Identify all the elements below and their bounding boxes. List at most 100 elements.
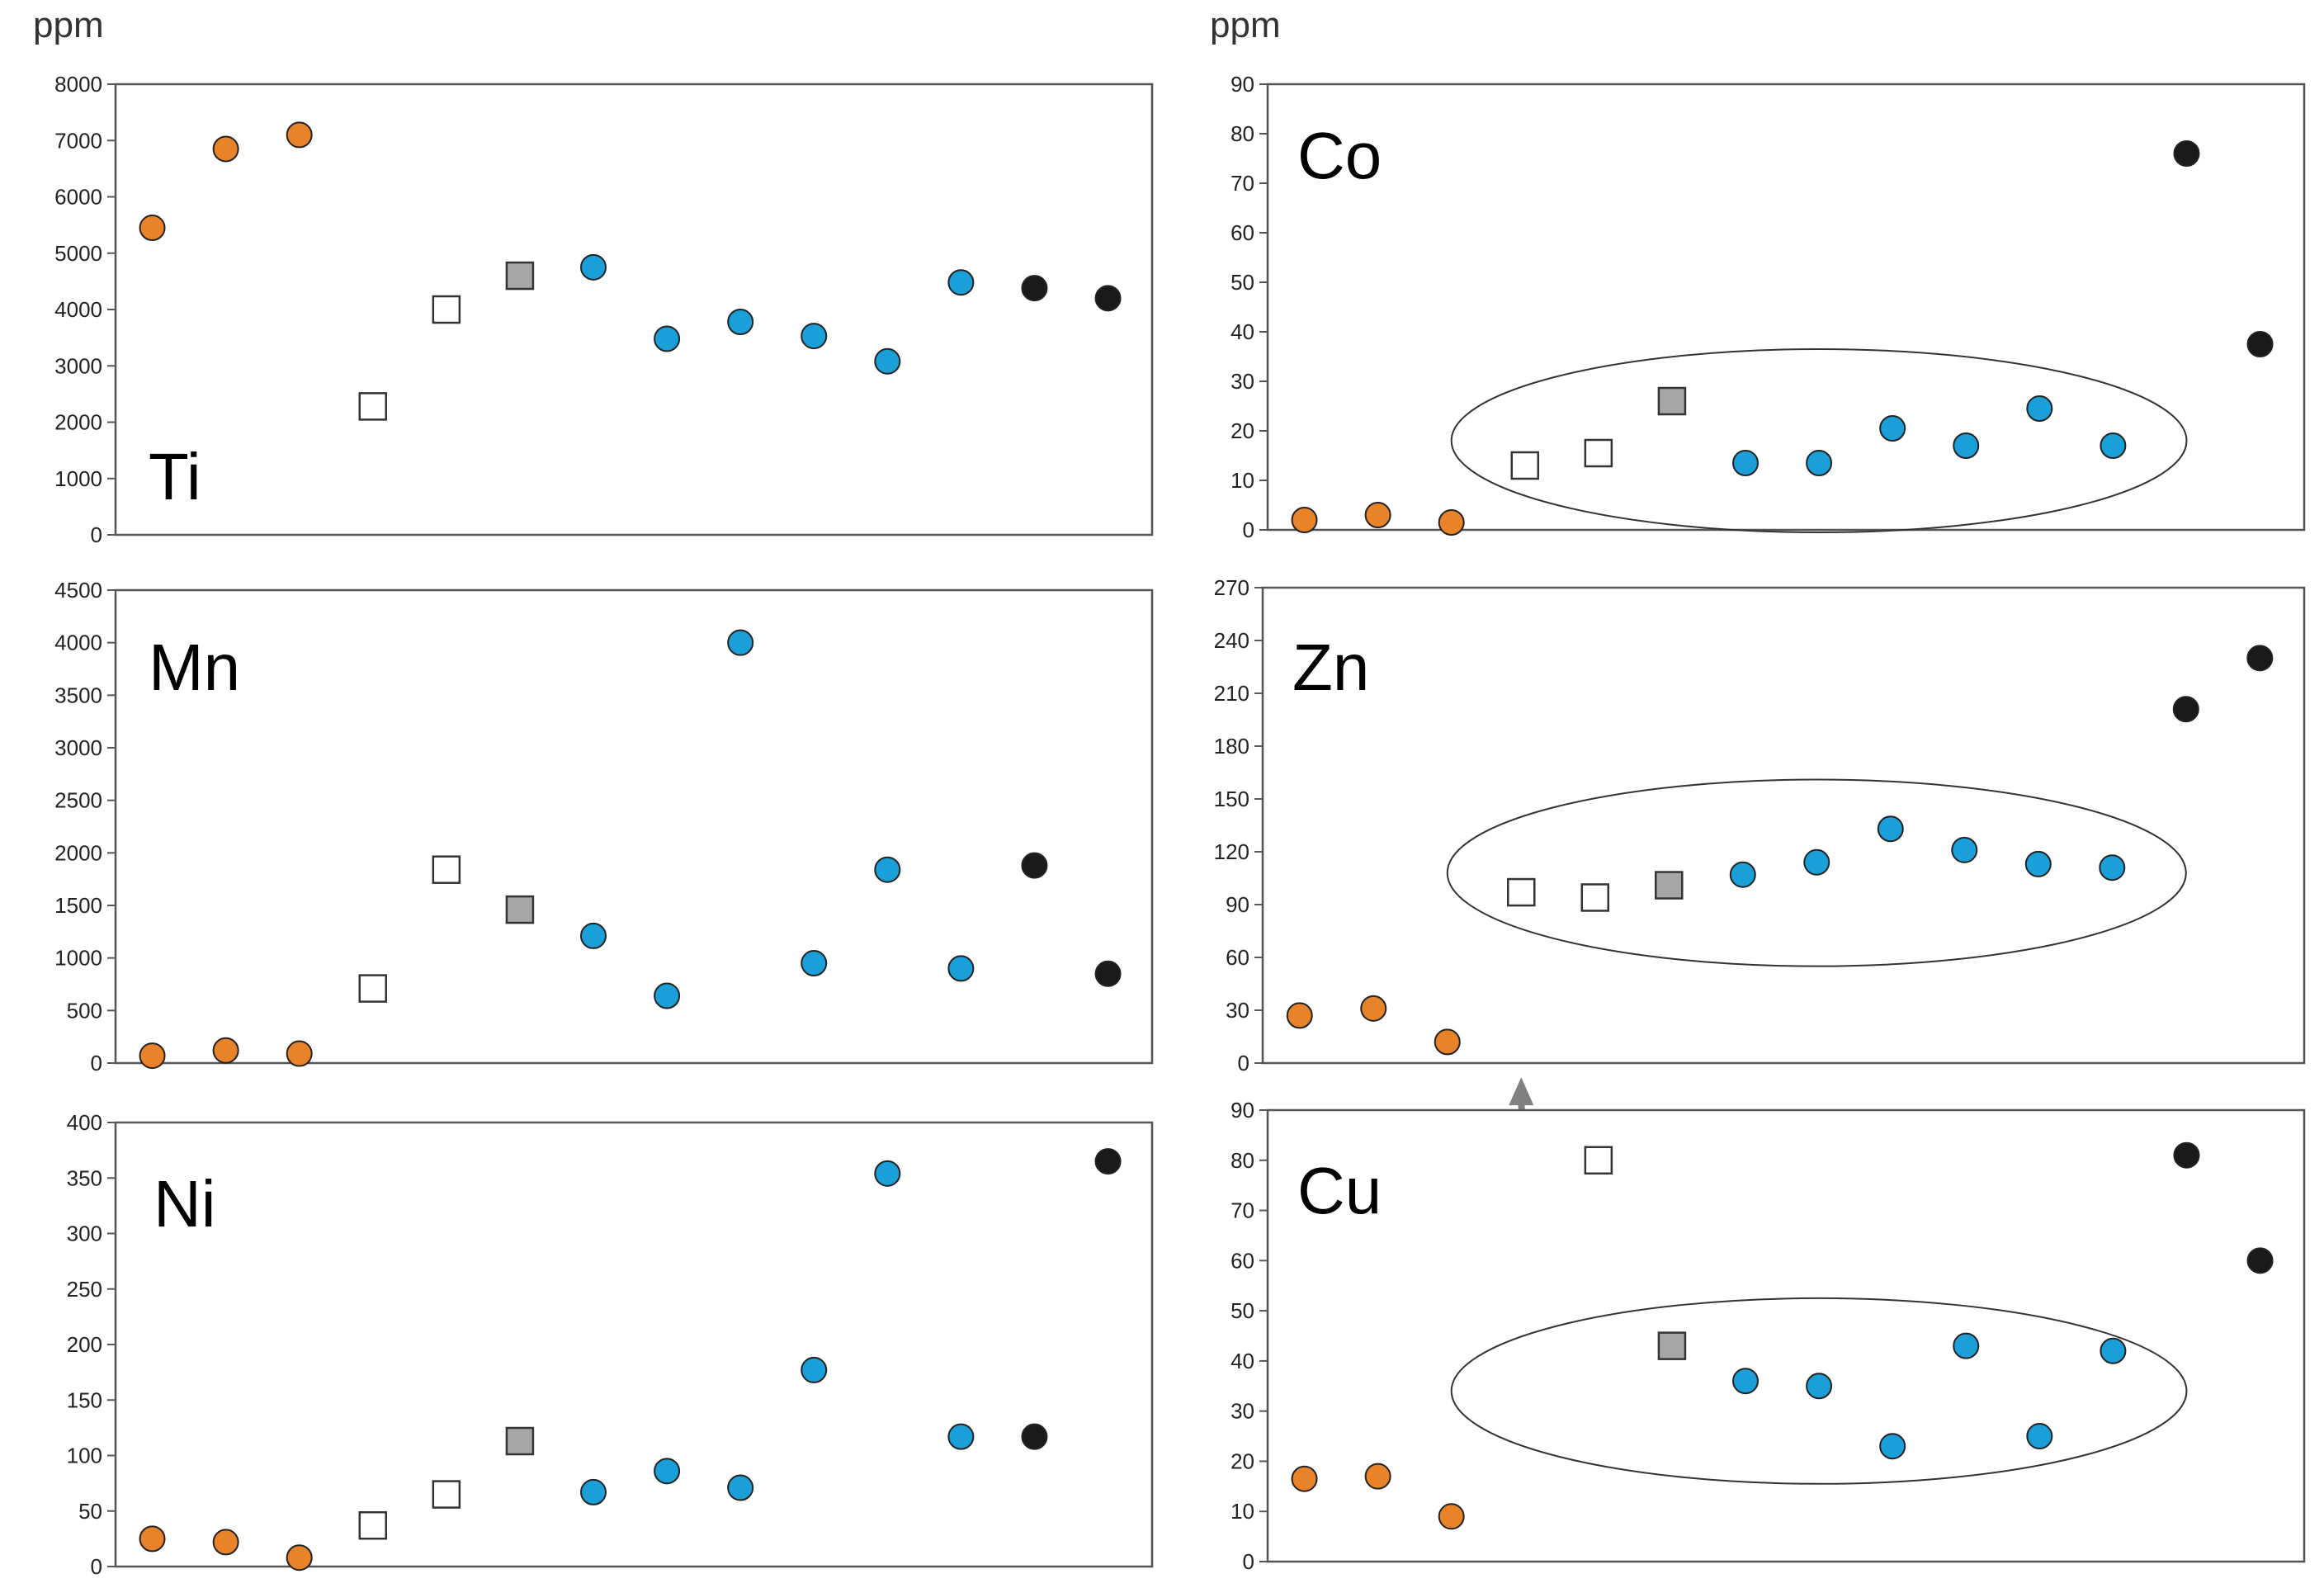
y-tick-label-zn: 180	[1214, 734, 1249, 759]
data-points-mn	[139, 629, 1122, 1070]
y-tick-label-cu: 70	[1230, 1198, 1254, 1223]
y-tick-label-co: 70	[1230, 171, 1254, 196]
panel-cu: 0 10 20 30 40 50 60 70 80 90 Cu	[1230, 1098, 2306, 1574]
data-point-cu	[1291, 1465, 1318, 1492]
data-point-ti	[505, 261, 535, 291]
y-tick-label-co: 30	[1230, 369, 1254, 394]
data-point-co	[1510, 451, 1540, 480]
plot-frame-ni	[114, 1121, 1154, 1568]
y-axis-zn: 0 30 60 90 120 150 180 210 240 270	[1214, 575, 1263, 1075]
y-tick-label-ti: 2000	[54, 410, 102, 435]
data-point-mn	[358, 974, 388, 1003]
y-tick-label-co: 40	[1230, 319, 1254, 344]
data-point-zn	[1729, 861, 1756, 888]
data-point-ni	[358, 1510, 388, 1540]
data-point-cu	[1657, 1331, 1687, 1360]
y-tick-label-zn: 60	[1226, 945, 1249, 970]
panel-ni: 0 50 100 150 200 250 300 350 400 Ni	[67, 1110, 1154, 1579]
y-tick-label-ti: 7000	[54, 128, 102, 153]
data-point-zn	[2099, 854, 2126, 881]
y-axis-ni: 0 50 100 150 200 250 300 350 400	[67, 1110, 116, 1579]
element-label-zn: Zn	[1292, 631, 1369, 704]
data-point-cu	[1364, 1463, 1391, 1490]
data-point-cu	[1806, 1373, 1833, 1400]
y-tick-label-ni: 200	[67, 1332, 102, 1357]
data-point-ti	[432, 295, 461, 324]
y-tick-label-ni: 100	[67, 1444, 102, 1468]
y-axis-cu: 0 10 20 30 40 50 60 70 80 90	[1230, 1098, 1268, 1574]
y-tick-label-ti: 5000	[54, 241, 102, 266]
y-tick-label-zn: 0	[1238, 1051, 1249, 1075]
element-label-ti: Ti	[149, 440, 201, 513]
y-tick-label-mn: 1000	[54, 946, 102, 971]
y-tick-label-ti: 3000	[54, 353, 102, 378]
data-point-ni	[580, 1478, 607, 1505]
y-tick-label-cu: 30	[1230, 1399, 1254, 1424]
data-point-zn	[1655, 871, 1684, 900]
element-label-ni: Ni	[154, 1167, 216, 1241]
y-tick-label-ti: 0	[91, 522, 102, 547]
y-tick-label-ni: 50	[78, 1499, 102, 1524]
y-tick-label-ti: 8000	[54, 72, 102, 97]
data-point-ti	[358, 392, 388, 421]
data-point-ni	[727, 1474, 754, 1501]
data-point-cu	[2026, 1423, 2053, 1450]
data-point-ni	[286, 1544, 313, 1571]
data-point-zn	[1434, 1028, 1461, 1056]
y-axis-ti: 0 1000 2000 3000 4000 5000 6000 7000 8000	[54, 72, 116, 547]
data-point-cu	[1732, 1368, 1760, 1395]
ellipse-zn	[1446, 778, 2187, 967]
y-tick-label-zn: 240	[1214, 628, 1249, 653]
arrow-head-icon	[1509, 1077, 1534, 1106]
data-point-cu	[1953, 1332, 1980, 1359]
data-point-ti	[139, 215, 166, 242]
data-point-ti	[654, 325, 681, 352]
y-tick-label-co: 20	[1230, 418, 1254, 443]
data-point-ni	[801, 1356, 828, 1383]
data-point-ni	[212, 1529, 239, 1556]
y-tick-label-zn: 270	[1214, 575, 1249, 600]
data-points-ti	[139, 121, 1122, 421]
data-point-zn	[1580, 883, 1610, 912]
data-points-co	[1291, 140, 2274, 536]
data-point-ni	[1021, 1423, 1048, 1450]
data-point-ti	[286, 121, 313, 149]
data-point-mn	[212, 1037, 239, 1064]
data-point-co	[2026, 395, 2053, 422]
data-point-zn	[1286, 1002, 1313, 1029]
cluster-ellipse-co	[1450, 348, 2188, 533]
y-tick-label-mn: 0	[91, 1051, 102, 1075]
data-point-zn	[2172, 696, 2199, 723]
data-point-co	[2173, 140, 2200, 167]
data-point-mn	[505, 895, 535, 924]
data-point-ni	[505, 1426, 535, 1456]
data-point-ni	[654, 1458, 681, 1485]
y-tick-label-co: 10	[1230, 468, 1254, 493]
y-tick-label-ti: 4000	[54, 297, 102, 322]
data-point-mn	[801, 950, 828, 977]
y-tick-label-cu: 0	[1243, 1549, 1254, 1574]
panel-mn: 0 500 1000 1500 2000 2500 3000 3500 4000 4500 Mn	[54, 578, 1154, 1075]
y-tick-label-zn: 120	[1214, 839, 1249, 864]
plot-frame-zn	[1261, 586, 2306, 1065]
y-tick-label-cu: 40	[1230, 1349, 1254, 1373]
y-tick-label-co: 60	[1230, 220, 1254, 245]
data-point-mn	[727, 629, 754, 656]
data-point-mn	[1021, 852, 1048, 879]
data-point-cu	[2173, 1141, 2200, 1169]
data-point-co	[1584, 438, 1613, 468]
data-points-zn	[1286, 645, 2274, 1056]
y-tick-label-co: 90	[1230, 72, 1254, 97]
panel-co: ppm 0 10 20 30 40 50 60 70 80 90 Co	[1210, 5, 2306, 542]
y-tick-label-ni: 350	[67, 1165, 102, 1190]
data-point-mn	[874, 856, 901, 883]
data-point-mn	[1094, 960, 1122, 987]
data-point-co	[1657, 386, 1687, 416]
y-tick-label-ni: 0	[91, 1554, 102, 1579]
y-tick-label-zn: 150	[1214, 787, 1249, 811]
unit-label-ti: ppm	[33, 5, 104, 45]
data-point-ti	[947, 269, 975, 296]
y-tick-label-co: 0	[1243, 518, 1254, 542]
data-point-co	[1953, 432, 1980, 459]
data-point-cu	[1879, 1433, 1906, 1460]
